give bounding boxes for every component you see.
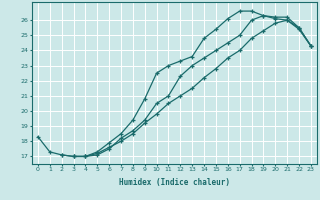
X-axis label: Humidex (Indice chaleur): Humidex (Indice chaleur): [119, 178, 230, 187]
